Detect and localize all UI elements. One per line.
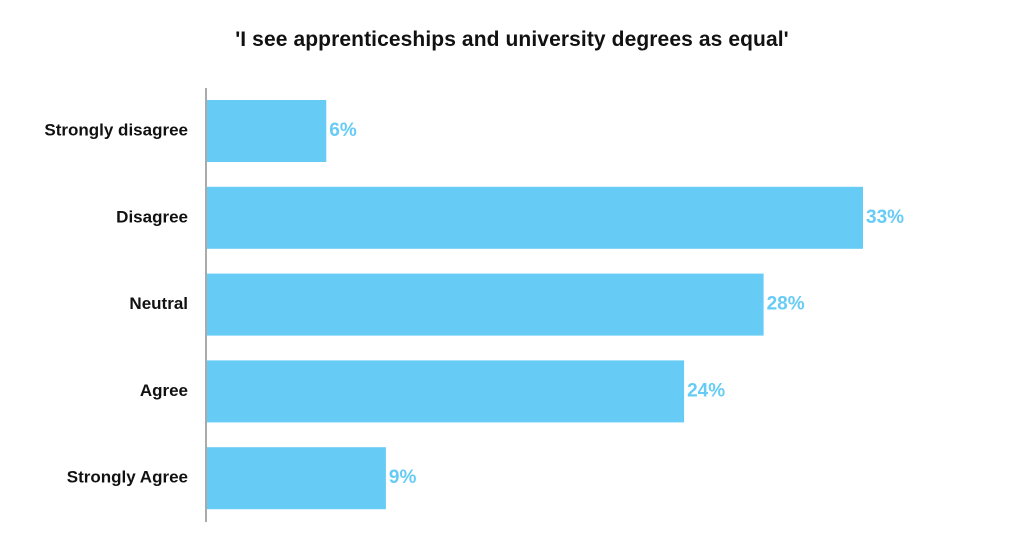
bar-neutral: [207, 273, 764, 336]
category-label-neutral: Neutral: [129, 294, 188, 313]
chart-title: 'I see apprenticeships and university de…: [235, 28, 789, 51]
value-label-strongly-disagree: 6%: [329, 120, 357, 141]
value-label-strongly-agree: 9%: [389, 467, 417, 488]
category-label-strongly-disagree: Strongly disagree: [44, 120, 188, 139]
bar-strongly-agree: [207, 447, 386, 510]
value-label-disagree: 33%: [866, 207, 904, 228]
value-label-neutral: 28%: [767, 294, 805, 315]
value-label-agree: 24%: [687, 380, 725, 401]
category-label-strongly-agree: Strongly Agree: [67, 468, 188, 487]
bar-disagree: [207, 186, 863, 249]
category-label-agree: Agree: [140, 381, 188, 400]
bar-agree: [207, 360, 685, 423]
bar-strongly-disagree: [207, 100, 327, 162]
category-label-disagree: Disagree: [116, 207, 188, 226]
